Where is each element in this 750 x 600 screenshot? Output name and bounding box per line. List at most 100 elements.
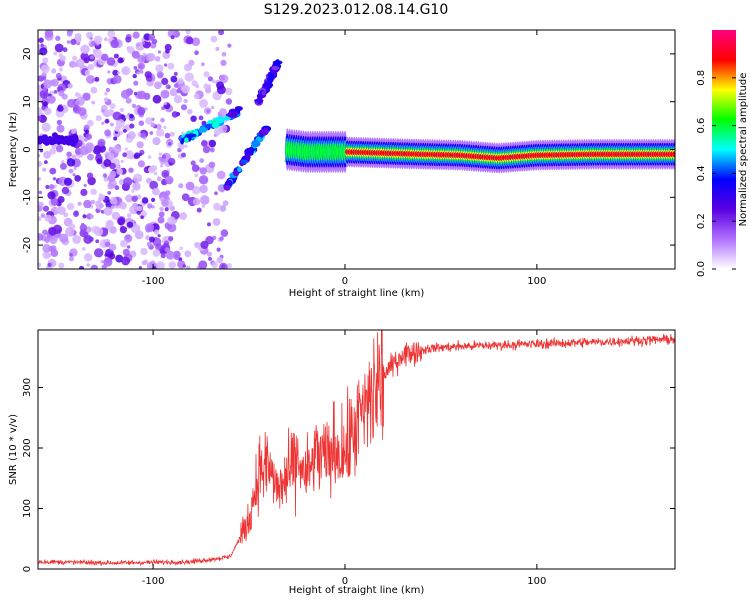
noise-blob bbox=[133, 92, 138, 96]
noise-blob bbox=[220, 229, 229, 237]
noise-blob bbox=[124, 234, 133, 243]
noise-blob bbox=[155, 123, 162, 130]
noise-blob bbox=[147, 53, 156, 61]
noise-blob bbox=[87, 63, 95, 71]
noise-blob bbox=[90, 214, 94, 219]
noise-blob bbox=[137, 160, 145, 168]
y-tick-label: 300 bbox=[22, 378, 33, 397]
noise-blob bbox=[66, 31, 73, 37]
noise-blob bbox=[94, 248, 104, 258]
noise-blob bbox=[98, 197, 103, 202]
noise-blob bbox=[44, 237, 50, 243]
noise-blob bbox=[68, 168, 74, 174]
noise-blob bbox=[114, 125, 121, 132]
noise-blob bbox=[42, 134, 48, 141]
noise-blob bbox=[114, 185, 120, 191]
noise-blob bbox=[40, 213, 46, 218]
noise-blob bbox=[73, 166, 77, 171]
feature-blob bbox=[204, 123, 213, 129]
noise-blob bbox=[83, 253, 93, 262]
noise-blob bbox=[193, 93, 200, 100]
noise-blob bbox=[53, 51, 58, 56]
noise-blob bbox=[184, 250, 192, 258]
noise-blob bbox=[111, 212, 119, 220]
noise-blob bbox=[98, 193, 103, 197]
noise-blob bbox=[84, 69, 91, 76]
noise-blob bbox=[72, 55, 78, 61]
noise-blob bbox=[108, 146, 114, 152]
noise-blob bbox=[104, 91, 108, 96]
noise-blob bbox=[41, 122, 51, 132]
noise-blob bbox=[131, 189, 135, 193]
feature-blob bbox=[212, 121, 220, 129]
noise-blob bbox=[50, 197, 59, 206]
noise-blob bbox=[83, 124, 90, 131]
noise-blob bbox=[219, 236, 224, 241]
noise-blob bbox=[119, 226, 127, 234]
noise-blob bbox=[136, 210, 141, 215]
y-tick-label: 10 bbox=[22, 95, 33, 108]
noise-blob bbox=[38, 190, 43, 195]
noise-blob bbox=[125, 97, 132, 104]
noise-blob bbox=[52, 177, 57, 181]
noise-blob bbox=[104, 241, 111, 248]
noise-blob bbox=[93, 49, 103, 59]
noise-blob bbox=[120, 239, 128, 248]
noise-blob bbox=[55, 35, 61, 41]
noise-blob bbox=[208, 161, 216, 169]
snr-frame bbox=[37, 329, 676, 570]
noise-blob bbox=[85, 129, 90, 134]
noise-blob bbox=[58, 262, 65, 269]
noise-blob bbox=[136, 205, 143, 212]
noise-blob bbox=[198, 175, 209, 185]
x-tick-label: 0 bbox=[342, 276, 348, 287]
noise-blob bbox=[164, 207, 169, 212]
noise-blob bbox=[55, 138, 62, 145]
noise-blob bbox=[109, 103, 116, 110]
noise-blob bbox=[226, 263, 232, 269]
noise-blob bbox=[179, 212, 188, 220]
feature-blob bbox=[223, 116, 231, 121]
noise-blob bbox=[199, 167, 207, 175]
noise-blob bbox=[38, 216, 42, 222]
noise-blob bbox=[106, 57, 116, 66]
noise-blob bbox=[165, 84, 171, 90]
noise-blob bbox=[42, 243, 52, 253]
noise-blob bbox=[169, 131, 175, 137]
noise-blob bbox=[161, 170, 170, 178]
noise-blob bbox=[223, 127, 227, 132]
noise-blob bbox=[40, 64, 50, 74]
colorbar-gradient bbox=[712, 30, 736, 269]
snr-panel: -100 0 100 0 100 200 300 Height of straight li… bbox=[8, 329, 676, 596]
noise-blob bbox=[173, 95, 183, 104]
noise-blob bbox=[152, 137, 161, 146]
noise-blob bbox=[133, 80, 139, 86]
noise-blob bbox=[90, 188, 97, 195]
noise-blob bbox=[184, 72, 194, 82]
noise-blob bbox=[136, 141, 144, 149]
noise-blob bbox=[210, 35, 218, 43]
noise-blob bbox=[121, 256, 130, 266]
noise-blob bbox=[97, 138, 106, 147]
feature-blob bbox=[184, 133, 195, 138]
noise-blob bbox=[38, 177, 41, 181]
feature-blob bbox=[263, 82, 274, 88]
noise-blob bbox=[120, 89, 131, 99]
noise-blob bbox=[100, 260, 104, 264]
noise-blob bbox=[110, 39, 119, 49]
noise-blob bbox=[190, 115, 197, 122]
noise-blob bbox=[165, 250, 175, 260]
noise-blob bbox=[202, 145, 211, 154]
noise-blob bbox=[210, 105, 215, 110]
noise-blob bbox=[126, 245, 131, 249]
noise-blob bbox=[155, 261, 165, 269]
noise-blob bbox=[81, 222, 85, 226]
noise-blob bbox=[153, 171, 158, 176]
noise-blob bbox=[219, 262, 228, 269]
noise-blob bbox=[101, 227, 109, 234]
noise-blob bbox=[106, 152, 115, 161]
noise-blob bbox=[74, 100, 80, 106]
noise-blob bbox=[158, 211, 165, 218]
noise-blob bbox=[132, 73, 137, 79]
